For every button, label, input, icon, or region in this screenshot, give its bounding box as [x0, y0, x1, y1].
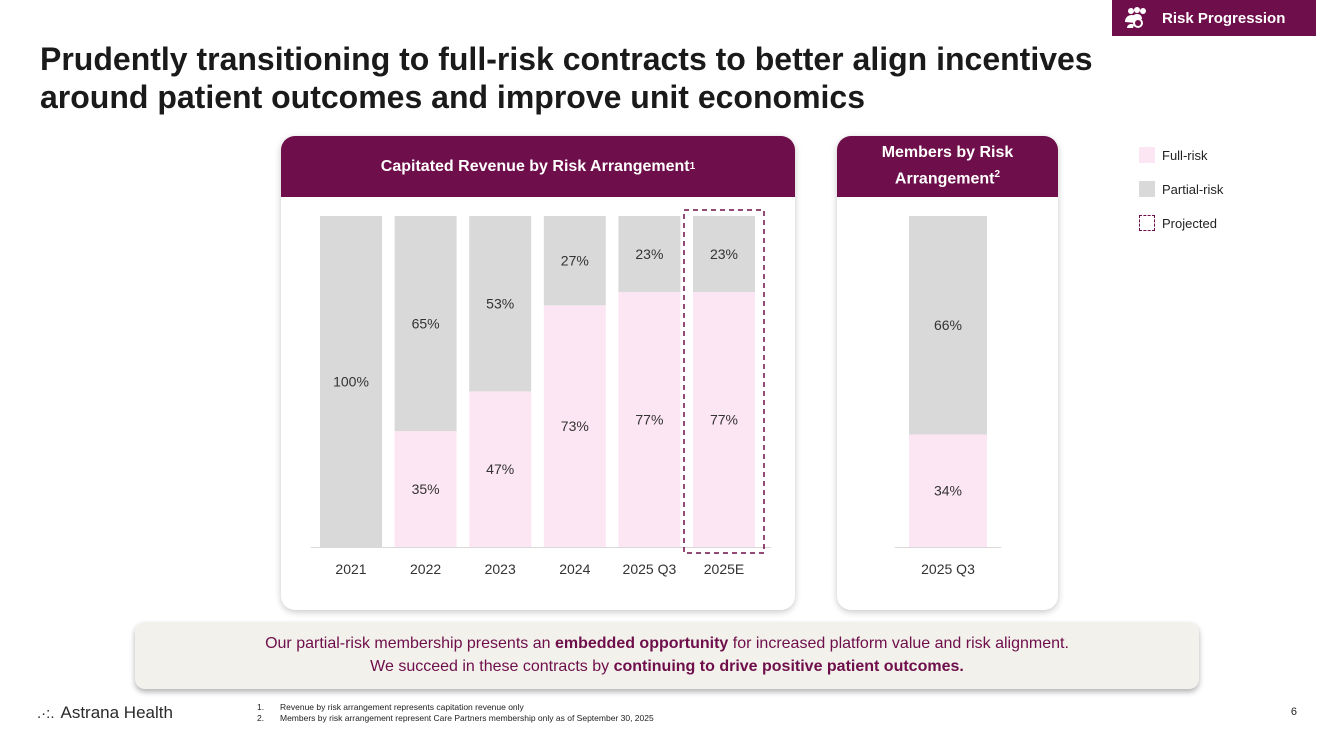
chart-legend: Full-risk Partial-risk Projected: [1139, 138, 1223, 240]
bar-partial-risk-2022: [394, 216, 457, 432]
x-tick-label-2025e: 2025E: [704, 561, 744, 577]
members-stacked-bar-chart: 34% 66% 2025 Q3: [895, 216, 1001, 577]
members-chart-title: Members by Risk Arrangement2: [837, 136, 1058, 197]
revenue-stacked-bar-chart: 100% 2021 35% 65% 2022 47% 53% 2023 73% 27% 2024 77…: [311, 209, 771, 577]
members-chart-title-line-1: Members by Risk: [881, 144, 1014, 162]
legend-label-projected: Projected: [1162, 215, 1217, 231]
data-label-partial-risk-2022: 65%: [412, 316, 440, 332]
data-label-partial-risk-2025e: 23%: [710, 246, 738, 262]
footnotes: 1. Revenue by risk arrangement represent…: [257, 702, 654, 724]
data-label-partial-risk-2023: 53%: [486, 296, 514, 312]
footnote-1: 1. Revenue by risk arrangement represent…: [257, 702, 654, 713]
x-tick-label-2024: 2024: [559, 561, 590, 577]
page-title-line-1: Prudently transitioning to full-risk con…: [40, 41, 1093, 77]
callout-line-2-emphasis: continuing to drive positive patient out…: [613, 658, 964, 675]
x-tick-label-2023: 2023: [485, 561, 516, 577]
footnote-1-text: Revenue by risk arrangement represents c…: [280, 702, 524, 712]
bar-full-risk-2025e: [693, 292, 755, 547]
bar-full-risk-2023: [469, 391, 532, 547]
bar-full-risk-2022: [394, 431, 457, 547]
callout-line-1: Our partial-risk membership presents an …: [135, 632, 1199, 655]
bar-full-risk-2025-q3: [618, 292, 681, 547]
bar-partial-risk-2025-q3: [909, 216, 987, 435]
people-group-icon: [1125, 7, 1146, 28]
legend-item-projected: Projected: [1139, 206, 1223, 240]
revenue-chart-footnote-ref: 1: [689, 160, 696, 172]
astrana-health-logo: .·:. Astrana Health: [37, 703, 173, 723]
footnote-2-number: 2.: [257, 713, 265, 723]
footnote-1-number: 1.: [257, 702, 265, 712]
callout-line-1-text-a: Our partial-risk membership presents an: [265, 635, 555, 652]
data-label-full-risk-2022: 35%: [412, 481, 440, 497]
data-label-partial-risk-2025-q3: 66%: [934, 317, 962, 333]
badge-label: Risk Progression: [1162, 9, 1286, 27]
legend-swatch-partial-risk: [1139, 181, 1155, 197]
legend-item-full-risk: Full-risk: [1139, 138, 1223, 172]
data-label-full-risk-2025e: 77%: [710, 412, 738, 428]
logo-dots-icon: .·:.: [37, 704, 55, 722]
legend-label-full-risk: Full-risk: [1162, 147, 1208, 163]
projected-outline-2025e: [683, 209, 765, 554]
bar-full-risk-2025-q3: [909, 434, 987, 547]
callout-line-2-text-a: We succeed in these contracts by: [370, 658, 614, 675]
bar-partial-risk-2023: [469, 216, 532, 392]
revenue-chart-title: Capitated Revenue by Risk Arrangement 1: [281, 136, 795, 197]
legend-swatch-full-risk: [1139, 147, 1155, 163]
page-title: Prudently transitioning to full-risk con…: [40, 40, 1190, 116]
bar-partial-risk-2024: [543, 216, 606, 306]
x-tick-label-2025-q3: 2025 Q3: [921, 561, 975, 577]
legend-item-partial-risk: Partial-risk: [1139, 172, 1223, 206]
page-number: 6: [1290, 706, 1297, 718]
data-label-full-risk-2024: 73%: [561, 418, 589, 434]
data-label-full-risk-2023: 47%: [486, 461, 514, 477]
callout-line-2: We succeed in these contracts by continu…: [135, 655, 1199, 678]
data-label-partial-risk-2021: 100%: [333, 374, 369, 390]
data-label-full-risk-2025-q3: 77%: [635, 412, 663, 428]
data-label-partial-risk-2025-q3: 23%: [635, 246, 663, 262]
members-chart-panel: Members by Risk Arrangement2 34% 66% 2025 …: [837, 136, 1058, 610]
callout-box: Our partial-risk membership presents an …: [135, 622, 1199, 689]
data-label-full-risk-2025-q3: 34%: [934, 483, 962, 499]
x-tick-label-2022: 2022: [410, 561, 441, 577]
bar-partial-risk-2025e: [693, 216, 755, 293]
footnote-2-text: Members by risk arrangement represent Ca…: [280, 713, 654, 723]
bar-partial-risk-2021: [320, 216, 382, 547]
callout-line-1-text-c: for increased platform value and risk al…: [728, 635, 1069, 652]
x-tick-label-2021: 2021: [335, 561, 366, 577]
risk-progression-badge: Risk Progression: [1112, 0, 1316, 36]
logo-text: Astrana Health: [60, 703, 173, 722]
revenue-chart-title-text: Capitated Revenue by Risk Arrangement: [380, 157, 690, 175]
page-title-line-2: around patient outcomes and improve unit…: [40, 79, 865, 115]
bar-partial-risk-2025-q3: [618, 216, 681, 293]
legend-label-partial-risk: Partial-risk: [1162, 181, 1224, 197]
members-chart-footnote-ref: 2: [994, 169, 1001, 181]
revenue-chart-panel: Capitated Revenue by Risk Arrangement 1 1…: [281, 136, 795, 610]
callout-line-1-emphasis: embedded opportunity: [554, 635, 729, 652]
footnote-2: 2. Members by risk arrangement represent…: [257, 713, 654, 724]
members-chart-title-line-2: Arrangement: [894, 170, 995, 188]
bar-full-risk-2024: [543, 305, 606, 547]
legend-swatch-projected: [1139, 215, 1155, 231]
data-label-partial-risk-2024: 27%: [561, 253, 589, 269]
x-tick-label-2025-q3: 2025 Q3: [623, 561, 677, 577]
